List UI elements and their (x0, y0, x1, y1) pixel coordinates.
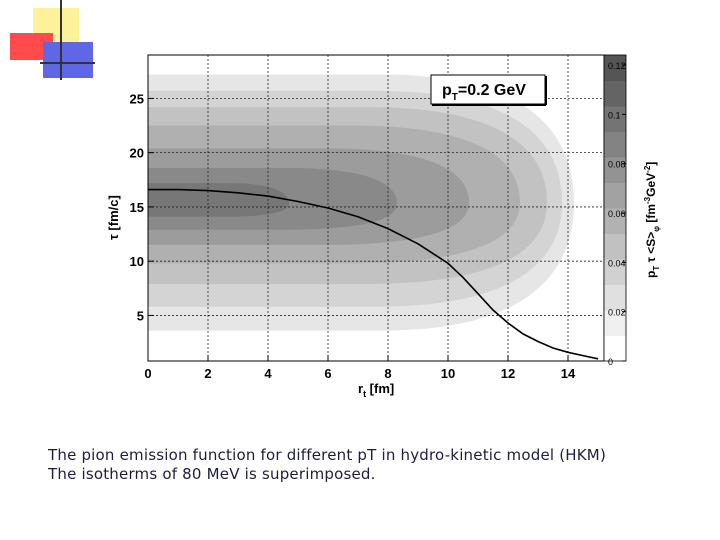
x-tick-label: 2 (204, 366, 211, 381)
deco-vertical-line (60, 0, 62, 80)
x-tick-label: 14 (561, 366, 576, 381)
colorbar-tick-label: 0.02 (608, 308, 626, 318)
isotherm-curve (148, 188, 599, 360)
deco-horizontal-line (40, 62, 95, 64)
x-axis-label: rt [fm] (358, 381, 394, 399)
y-axis-label: τ [fm/c] (106, 195, 121, 240)
x-tick-label: 12 (501, 366, 515, 381)
colorbar-band (604, 131, 626, 158)
y-tick-label: 20 (130, 146, 144, 161)
colorbar-band (604, 55, 626, 81)
chart-title: pT=0.2 GeV (442, 82, 526, 103)
x-tick-label: 6 (324, 366, 331, 381)
colorbar-tick-label: 0.06 (608, 209, 626, 219)
x-tick-label: 4 (264, 366, 272, 381)
y-tick-label: 10 (130, 254, 144, 269)
colorbar-band (604, 335, 626, 362)
colorbar-label: pT τ <S>φ [fm-3GeV-2] (643, 162, 661, 278)
y-tick-label: 15 (130, 200, 144, 215)
x-tick-labels: 0 2 4 6 8 10 12 14 (144, 355, 576, 381)
colorbar-tick-label: 0.04 (608, 258, 626, 268)
colorbar-band (604, 157, 626, 183)
grid-group (148, 55, 604, 361)
y-tick-label: 25 (130, 91, 144, 106)
x-tick-label: 0 (144, 366, 151, 381)
x-tick-label: 8 (384, 366, 391, 381)
colorbar-band (604, 80, 626, 107)
caption-line-1: The pion emission function for different… (48, 446, 606, 464)
colorbar-band (604, 106, 626, 132)
colorbar-tick-label: 0 (608, 357, 613, 367)
caption-line-2: The isotherms of 80 MeV is superimposed. (48, 465, 376, 483)
colorbar-tick-labels: 0 0.02 0.04 0.06 0.08 0.1 0.12 (608, 61, 626, 367)
colorbar-band (604, 233, 626, 260)
colorbar-tick-label: 0.1 (608, 110, 621, 120)
colorbar-band (604, 208, 626, 234)
colorbar-band (604, 284, 626, 311)
colorbar-band (604, 310, 626, 336)
y-tick-labels: 5 10 15 20 25 (130, 91, 154, 323)
contour-group (148, 74, 574, 331)
x-tick-label: 10 (441, 366, 455, 381)
colorbar-tick-label: 0.08 (608, 160, 626, 170)
colorbar-tick-label: 0.12 (608, 61, 626, 71)
colorbar-band (604, 259, 626, 285)
colorbar-band (604, 182, 626, 209)
deco-blue-square (43, 42, 93, 78)
colorbar (603, 54, 627, 362)
contour-level (148, 183, 289, 217)
y-tick-label: 5 (137, 308, 144, 323)
